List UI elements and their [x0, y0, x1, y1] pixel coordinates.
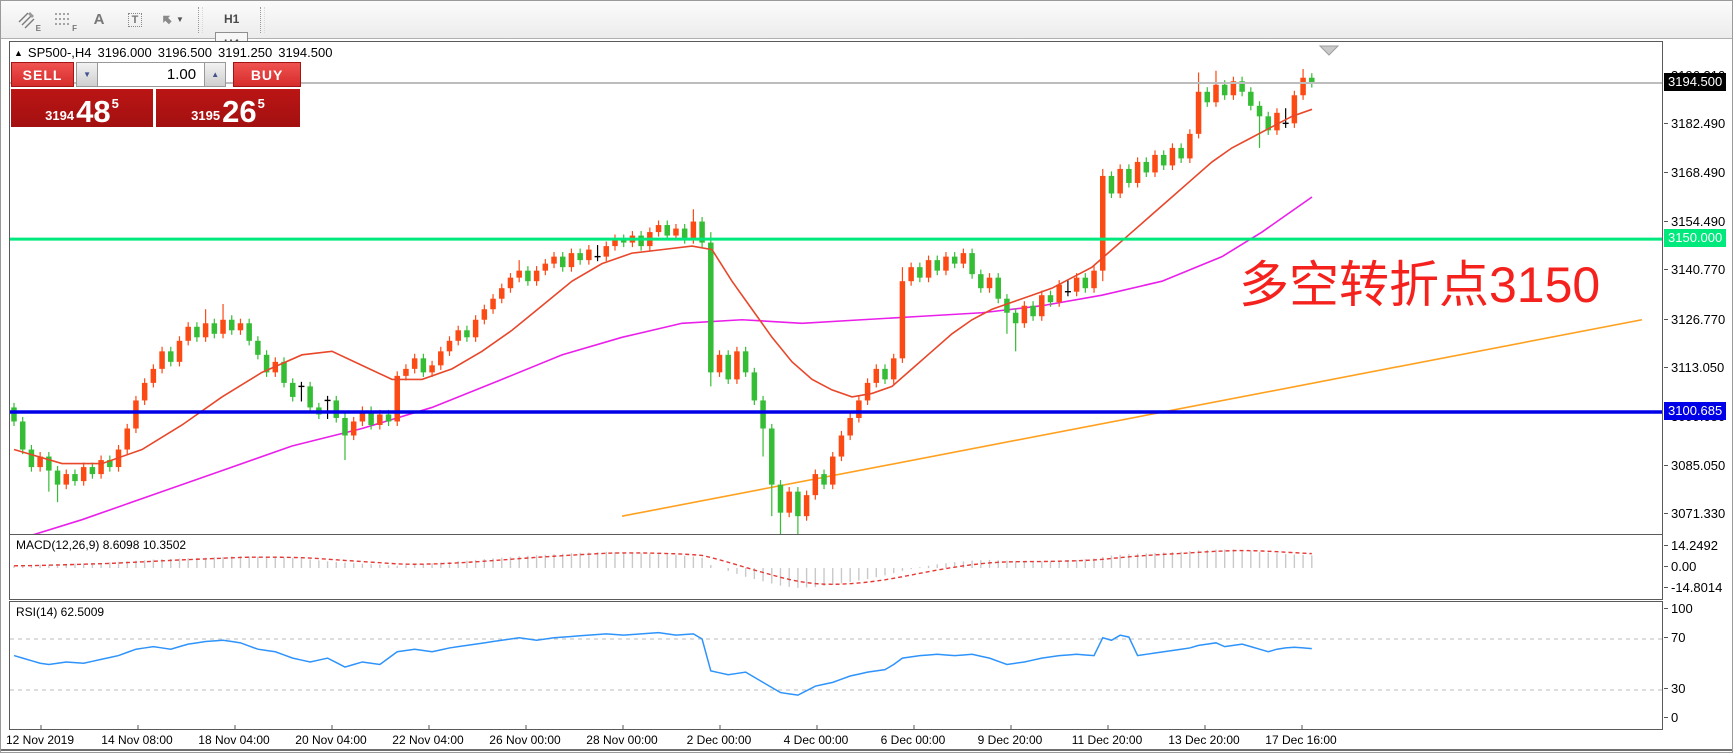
price-axis-label: 3182.490 — [1663, 116, 1726, 132]
price-axis-label: 3168.490 — [1663, 165, 1726, 181]
toolbar-separator — [260, 6, 266, 33]
time-axis-label: 14 Nov 08:00 — [101, 733, 173, 747]
bar-high: 3196.500 — [157, 45, 212, 60]
chart-header: ▲ SP500-,H4 3196.000 3196.500 3191.250 3194.5… — [14, 45, 338, 60]
time-axis-label: 20 Nov 04:00 — [295, 733, 367, 747]
toolbar: E F A T ▼ M1M5M15M30H1H4D1W1MN — [1, 1, 1732, 126]
sell-button[interactable]: SELL — [11, 62, 75, 87]
time-axis-label: 26 Nov 00:00 — [489, 733, 561, 747]
price-axis-label: 3154.490 — [1663, 214, 1726, 230]
price-axis-label: 3126.770 — [1663, 311, 1726, 327]
toolbar-separator — [198, 6, 203, 33]
indicator-axis-label: 30 — [1663, 681, 1686, 696]
macd-label: MACD(12,26,9) 8.6098 10.3502 — [16, 538, 187, 552]
volume-decrease-button[interactable]: ▼ — [76, 62, 99, 87]
time-axis-label: 28 Nov 00:00 — [586, 733, 658, 747]
text-icon[interactable]: A — [93, 11, 105, 28]
sell-price-pip: 5 — [111, 96, 119, 111]
buy-button[interactable]: BUY — [233, 62, 302, 87]
price-tag: 3100.685 — [1664, 402, 1727, 421]
time-axis-label: 4 Dec 00:00 — [783, 733, 849, 747]
indicator-axis-label: 0.00 — [1663, 559, 1697, 574]
time-axis-label: 17 Dec 16:00 — [1265, 733, 1337, 747]
price-axis-label: 3085.050 — [1663, 457, 1726, 473]
buy-price-pip: 5 — [257, 96, 265, 111]
collapse-icon[interactable]: ▲ — [14, 48, 23, 58]
indicator-axis-label: 14.2492 — [1664, 538, 1718, 553]
time-axis-label: 12 Nov 2019 — [5, 733, 75, 747]
sell-price-prefix: 3194 — [45, 108, 75, 123]
volume-input[interactable] — [98, 62, 205, 87]
chart-annotation-text: 多空转折点3150 — [1239, 257, 1601, 313]
time-axis-label: 22 Nov 04:00 — [392, 733, 464, 747]
text-label-icon[interactable]: T — [117, 6, 153, 34]
rsi-panel[interactable]: RSI(14) 62.5009 — [9, 601, 1663, 730]
fibonacci-icon[interactable]: F — [55, 12, 77, 33]
buy-price-display[interactable]: 3195 26 5 — [156, 89, 300, 127]
time-axis-label: 11 Dec 20:00 — [1071, 733, 1143, 747]
time-axis-label: 6 Dec 00:00 — [880, 733, 946, 747]
bar-close: 3194.500 — [278, 45, 333, 60]
macd-panel[interactable]: MACD(12,26,9) 8.6098 10.3502 — [9, 534, 1663, 600]
price-tag: 3150.000 — [1664, 229, 1727, 248]
buy-price-prefix: 3195 — [191, 108, 221, 123]
indicator-axis-label: 100 — [1664, 601, 1693, 616]
price-axis-label: 3113.050 — [1663, 359, 1725, 375]
timeframe-h1[interactable]: H1 — [224, 12, 240, 26]
symbol-period: SP500-,H4 — [27, 45, 92, 60]
time-axis-label: 13 Dec 20:00 — [1168, 733, 1240, 747]
chevron-down-icon: ▼ — [176, 15, 184, 24]
time-axis-label: 9 Dec 20:00 — [977, 733, 1043, 747]
indicator-axis-label: 70 — [1663, 630, 1686, 645]
draw-studies-icon[interactable]: E — [9, 6, 45, 34]
volume-increase-button[interactable]: ▲ — [204, 62, 227, 87]
price-scale[interactable]: 3196.3103182.4903168.4903154.4903140.770… — [1663, 39, 1732, 749]
indicator-axis-label: 0 — [1663, 710, 1679, 725]
bar-low: 3191.250 — [217, 45, 273, 60]
window-bottom-border — [1, 749, 1732, 751]
indicator-axis-label: -14.8014 — [1663, 580, 1723, 595]
buy-price-main: 26 — [222, 94, 257, 130]
bar-open: 3196.000 — [97, 45, 152, 60]
timeframe-m30[interactable]: M30 — [215, 1, 248, 7]
time-axis-label: 18 Nov 04:00 — [198, 733, 270, 747]
time-axis-label: 2 Dec 00:00 — [686, 733, 752, 747]
sell-price-main: 48 — [76, 94, 111, 130]
price-tag: 3194.500 — [1664, 73, 1727, 91]
time-scale[interactable]: 12 Nov 2019 14 Nov 08:00 18 Nov 04:00 20 No… — [5, 729, 1665, 749]
arrow-objects-icon[interactable]: ▼ — [153, 6, 189, 34]
sell-price-display[interactable]: 3194 48 5 — [11, 89, 153, 127]
price-axis-label: 3140.770 — [1663, 262, 1726, 278]
rsi-label: RSI(14) 62.5009 — [16, 605, 105, 619]
price-axis-label: 3071.330 — [1663, 506, 1726, 522]
